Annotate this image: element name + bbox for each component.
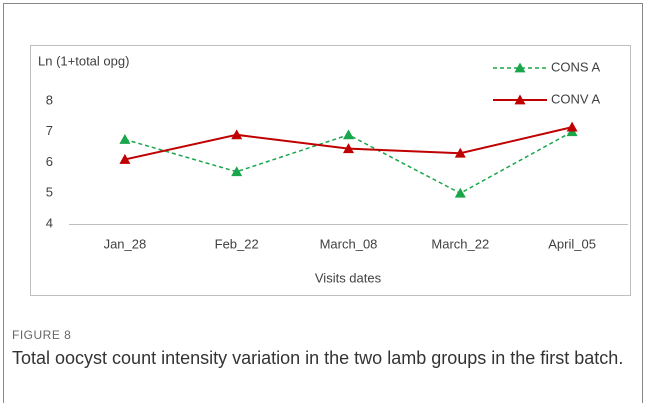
marker (454, 187, 466, 198)
series-line (124, 131, 573, 195)
y-tick-label: 4 (46, 215, 53, 230)
marker (343, 129, 354, 140)
figure-label: FIGURE 8 (12, 328, 72, 342)
y-tick-label: 5 (46, 185, 53, 200)
legend-marker (514, 94, 526, 105)
chart-frame (30, 45, 631, 296)
marker (231, 166, 243, 177)
x-tick-label: March_08 (320, 236, 378, 251)
x-tick-label: Feb_22 (215, 236, 259, 251)
x-axis-label: Visits dates (315, 270, 382, 285)
x-tick-label: April_05 (548, 236, 596, 251)
y-tick-label: 8 (46, 92, 53, 107)
marker (566, 121, 578, 132)
y-tick-label: 7 (46, 123, 53, 138)
marker (119, 133, 131, 144)
marker (231, 129, 243, 140)
figure-caption: Total oocyst count intensity variation i… (12, 348, 624, 368)
legend-label: CONV A (551, 91, 600, 106)
marker (119, 153, 131, 164)
y-axis-label: Ln (1+total opg) (38, 53, 129, 68)
legend-marker (514, 62, 526, 73)
x-tick-label: Jan_28 (104, 236, 147, 251)
marker (454, 147, 466, 158)
x-tick-label: March_22 (431, 236, 489, 251)
figure-frame (3, 3, 643, 403)
legend-label: CONS A (551, 59, 600, 74)
marker (343, 143, 354, 154)
y-tick-label: 6 (46, 154, 53, 169)
